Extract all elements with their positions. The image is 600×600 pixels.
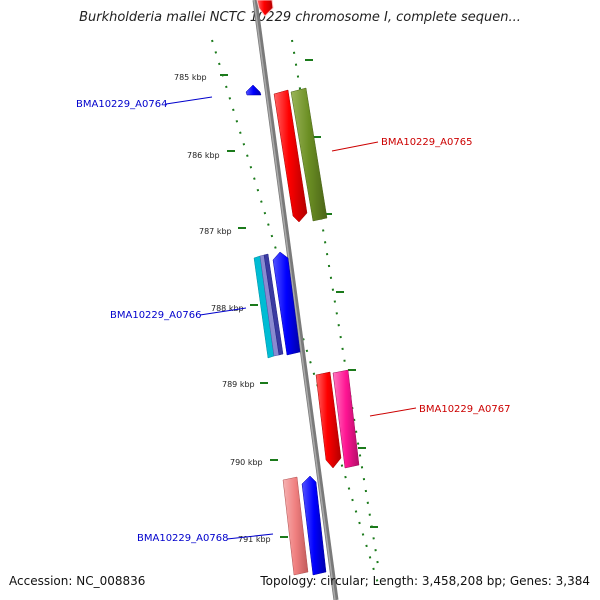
outer-dotted-track <box>291 39 379 566</box>
gene-a0768-blue[interactable] <box>301 475 327 576</box>
gene-label-a0766[interactable]: BMA10229_A0766 <box>110 310 201 321</box>
tick-label: 788 kbp <box>211 304 244 313</box>
gene-a0767-pink[interactable] <box>332 369 360 469</box>
tick-label: 790 kbp <box>230 458 263 467</box>
tick-labels: 785 kbp 786 kbp 787 kbp 788 kbp 789 kbp … <box>174 73 271 544</box>
gene-a0766-cyan[interactable] <box>253 253 284 359</box>
gene-top-edge[interactable] <box>256 0 274 17</box>
gene-a0765-red[interactable] <box>273 89 308 223</box>
map-title: Burkholderia mallei NCTC 10229 chromosom… <box>79 10 521 25</box>
gene-label-a0764[interactable]: BMA10229_A0764 <box>76 99 167 110</box>
accession-text: Accession: NC_008836 <box>9 574 146 588</box>
gene-a0765-olive[interactable] <box>290 87 328 222</box>
tick-label: 787 kbp <box>199 227 232 236</box>
gene-a0766-blue[interactable] <box>272 251 301 356</box>
gene-a0767-red[interactable] <box>315 371 342 469</box>
genome-summary-text: Topology: circular; Length: 3,458,208 bp… <box>260 574 590 588</box>
tick-label: 785 kbp <box>174 73 207 82</box>
gene-a0768-salmon[interactable] <box>282 476 309 576</box>
gene-a0764[interactable] <box>245 84 262 96</box>
gene-label-a0767[interactable]: BMA10229_A0767 <box>419 404 510 415</box>
tick-label: 789 kbp <box>222 380 255 389</box>
tick-label: 791 kbp <box>238 535 271 544</box>
gene-label-a0768[interactable]: BMA10229_A0768 <box>137 533 228 544</box>
tick-label: 786 kbp <box>187 151 220 160</box>
gene-labels: BMA10229_A0764 BMA10229_A0765 BMA10229_A… <box>76 99 510 544</box>
gene-label-a0765[interactable]: BMA10229_A0765 <box>381 137 472 148</box>
gene-leader-lines <box>165 96 417 540</box>
chromosome-backbone <box>252 0 339 600</box>
